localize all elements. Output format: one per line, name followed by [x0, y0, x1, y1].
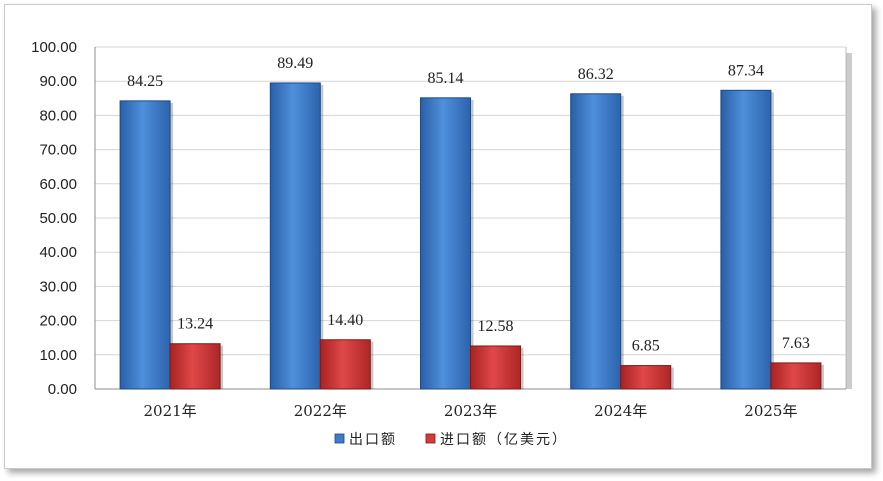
axes: 0.00 10.00 20.00 30.00 40.00 50.00 60.00 70.00 8…: [31, 39, 846, 420]
y-tick-label: 70.00: [39, 142, 77, 159]
data-label: 86.32: [578, 66, 614, 83]
data-label: 84.25: [127, 73, 163, 90]
data-label: 85.14: [428, 70, 464, 87]
x-tick-label: 2023年: [444, 402, 497, 420]
y-tick-label: 50.00: [39, 210, 77, 227]
legend-label: 进口额（亿美元）: [440, 432, 568, 448]
bar-import: [319, 339, 371, 390]
data-label: 89.49: [277, 55, 313, 72]
data-label: 13.24: [177, 316, 213, 333]
x-tick-label: 2025年: [744, 402, 797, 420]
bar-export: [420, 97, 471, 390]
y-tick-label: 80.00: [39, 107, 77, 124]
legend: 出口额 进口额（亿美元）: [334, 432, 568, 448]
x-tick-label: 2024年: [594, 402, 647, 420]
y-tick-label: 20.00: [39, 313, 77, 330]
bar-import: [620, 365, 672, 390]
legend-swatch: [334, 433, 345, 444]
legend-swatch: [425, 433, 436, 444]
bar-import: [770, 362, 822, 390]
data-label: 7.63: [782, 335, 810, 352]
bar-export: [269, 82, 321, 390]
data-label: 6.85: [632, 338, 660, 355]
y-tick-label: 40.00: [39, 244, 77, 261]
x-tick-label: 2021年: [144, 402, 197, 420]
y-tick-label: 10.00: [39, 347, 77, 364]
bar-import: [169, 343, 221, 390]
y-tick-label: 30.00: [39, 278, 77, 295]
data-label: 87.34: [728, 62, 764, 79]
bar-export: [570, 93, 622, 390]
plot-depth-shadow: [846, 53, 852, 389]
data-label: 14.40: [327, 312, 363, 329]
legend-label: 出口额: [349, 432, 397, 448]
bar-import: [470, 345, 521, 390]
bar-export: [119, 100, 171, 390]
y-tick-label: 100.00: [31, 39, 77, 56]
data-label: 12.58: [478, 318, 514, 335]
bar-export: [720, 89, 772, 390]
y-tick-label: 0.00: [48, 381, 77, 398]
y-tick-label: 60.00: [39, 176, 77, 193]
x-tick-label: 2022年: [294, 402, 347, 420]
y-tick-label: 90.00: [39, 73, 77, 90]
data-labels: 84.25 13.24 89.49 14.40 85.14 12.58 86.32 6.85 8…: [127, 55, 810, 355]
bars: [119, 82, 824, 390]
